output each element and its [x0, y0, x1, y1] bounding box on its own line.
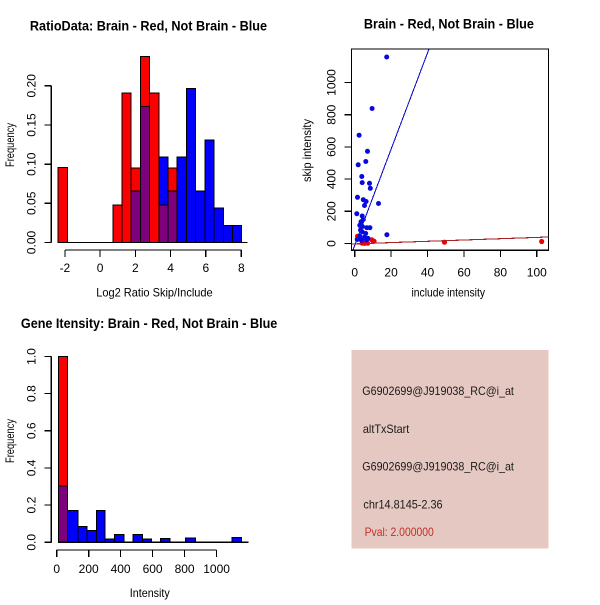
svg-text:Intensity: Intensity [130, 586, 170, 600]
svg-text:40: 40 [421, 266, 435, 280]
svg-text:G6902699@J919038_RC@i_at: G6902699@J919038_RC@i_at [362, 460, 514, 474]
svg-text:Frequency: Frequency [3, 419, 17, 463]
svg-text:0.15: 0.15 [25, 113, 39, 137]
svg-text:Log2 Ratio Skip/Include: Log2 Ratio Skip/Include [96, 286, 213, 300]
svg-text:0.0: 0.0 [25, 534, 39, 551]
svg-text:-2: -2 [60, 261, 71, 275]
svg-text:altTxStart: altTxStart [363, 422, 410, 436]
svg-text:200: 200 [79, 562, 99, 576]
svg-text:Pval: 2.000000: Pval: 2.000000 [365, 525, 434, 539]
svg-text:8: 8 [238, 261, 245, 275]
svg-text:600: 600 [143, 562, 163, 576]
svg-text:0: 0 [325, 240, 339, 247]
svg-text:0.10: 0.10 [25, 152, 39, 176]
svg-text:6: 6 [202, 261, 209, 275]
svg-text:Frequency: Frequency [3, 123, 17, 167]
svg-text:G6902699@J919038_RC@i_at: G6902699@J919038_RC@i_at [362, 384, 514, 398]
svg-text:skip intensity: skip intensity [300, 119, 314, 182]
svg-text:4: 4 [167, 261, 174, 275]
svg-text:Brain - Red, Not Brain - Blue: Brain - Red, Not Brain - Blue [364, 15, 534, 31]
svg-text:0: 0 [97, 261, 104, 275]
svg-text:800: 800 [175, 562, 195, 576]
svg-text:80: 80 [494, 266, 508, 280]
svg-text:include intensity: include intensity [412, 286, 486, 300]
svg-text:0.6: 0.6 [25, 422, 39, 439]
svg-text:20: 20 [384, 266, 398, 280]
svg-text:0: 0 [53, 562, 60, 576]
svg-text:800: 800 [325, 104, 339, 124]
svg-text:0.8: 0.8 [25, 385, 39, 402]
svg-text:0.2: 0.2 [25, 496, 39, 513]
svg-text:1000: 1000 [203, 562, 230, 576]
svg-text:RatioData: Brain - Red, Not Br: RatioData: Brain - Red, Not Brain - Blue [30, 17, 267, 33]
svg-text:0: 0 [351, 266, 358, 280]
svg-text:Gene Itensity: Brain - Red, No: Gene Itensity: Brain - Red, Not Brain - … [21, 315, 278, 331]
svg-text:400: 400 [325, 169, 339, 189]
svg-text:60: 60 [457, 266, 471, 280]
svg-text:400: 400 [111, 562, 131, 576]
svg-text:200: 200 [325, 201, 339, 221]
svg-text:600: 600 [325, 137, 339, 157]
svg-text:0.05: 0.05 [25, 191, 39, 215]
svg-text:0.20: 0.20 [25, 74, 39, 98]
svg-text:2: 2 [132, 261, 139, 275]
svg-text:1.0: 1.0 [25, 348, 39, 365]
svg-text:1000: 1000 [325, 69, 339, 96]
svg-text:0.4: 0.4 [25, 459, 39, 476]
svg-text:0.00: 0.00 [25, 230, 39, 254]
svg-text:chr14.8145-2.36: chr14.8145-2.36 [363, 497, 442, 511]
svg-text:100: 100 [527, 266, 547, 280]
